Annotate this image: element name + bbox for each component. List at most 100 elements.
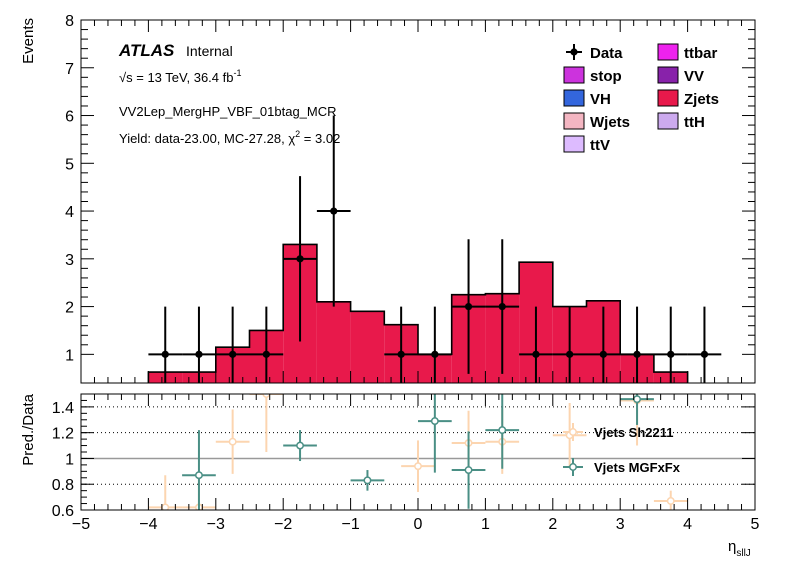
ratio-marker xyxy=(464,466,473,474)
ratio-marker xyxy=(363,476,372,485)
ratio-point xyxy=(182,430,216,510)
legend-swatch xyxy=(563,89,585,107)
zjets-bar xyxy=(350,311,385,383)
data-point xyxy=(519,306,553,383)
data-point xyxy=(687,306,722,383)
data-points xyxy=(148,115,722,383)
data-point xyxy=(215,306,250,383)
data-point xyxy=(182,306,216,383)
legend-label: Data xyxy=(590,45,623,62)
ratio-legend-entry: Vjets Sh2211 xyxy=(563,423,674,441)
data-point xyxy=(148,306,183,383)
data-point xyxy=(653,306,688,383)
ratio-legend-marker xyxy=(569,428,577,436)
data-marker xyxy=(700,350,709,358)
ratio-legend-entry: Vjets MGFxFx xyxy=(563,458,681,476)
ratio-y-tick-label: 1.4 xyxy=(52,400,74,417)
data-marker xyxy=(296,255,304,263)
ratio-point xyxy=(485,394,520,469)
legend-swatch xyxy=(563,66,585,84)
legend-swatch xyxy=(657,43,679,61)
ratio-y-axis-label: Pred./Data xyxy=(20,393,37,465)
data-marker xyxy=(633,350,641,358)
x-tick-label: −2 xyxy=(274,516,292,533)
x-tick-label: 0 xyxy=(414,516,423,533)
legend-label: Zjets xyxy=(684,91,719,108)
legend-label: VH xyxy=(590,91,611,108)
yield-label-tail: = 3.02 xyxy=(300,131,340,146)
legend-swatch xyxy=(657,112,679,130)
yield-label: Yield: data-23.00, MC-27.28, χ2 = 3.02 xyxy=(119,129,340,146)
data-marker xyxy=(498,302,506,311)
ratio-y-tick-label: 1 xyxy=(65,451,74,468)
y-axis-label: Events xyxy=(20,18,37,64)
yield-label-main: Yield: data-23.00, MC-27.28, χ xyxy=(119,131,295,146)
legend-entry: Wjets xyxy=(563,112,630,131)
ratio-marker xyxy=(498,426,507,435)
x-axis-label: ηsllJ xyxy=(728,538,751,559)
x-tick-label: 1 xyxy=(481,516,490,533)
ratio-point xyxy=(653,490,688,510)
yield-label-sup: 2 xyxy=(295,129,300,139)
x-tick-label: 2 xyxy=(548,516,557,533)
data-marker xyxy=(532,350,540,358)
data-point xyxy=(485,239,520,374)
data-point xyxy=(283,176,317,342)
ratio-y-tick-label: 0.6 xyxy=(52,503,74,520)
legend-entry: ttbar xyxy=(657,43,717,62)
x-axis-label-main: η xyxy=(728,538,736,555)
ratio-y-tick-label: 1.2 xyxy=(52,426,74,443)
data-marker xyxy=(599,350,607,358)
ratio-point xyxy=(418,394,452,473)
energy-label-sup: -1 xyxy=(233,68,241,78)
data-marker xyxy=(161,350,169,358)
legend-entry: stop xyxy=(563,66,622,85)
data-marker xyxy=(667,350,675,358)
zjets-histogram xyxy=(147,243,689,383)
legend-entry: ttH xyxy=(657,112,705,131)
legend-entry: Zjets xyxy=(657,89,719,108)
ratio-panel: 0.6 0.8 1 1.2 1.4 −5 −4 −3 −2 −1 0 1 2 3 4 5 Vjets Sh221… xyxy=(52,393,760,533)
zjets-bar xyxy=(316,301,351,383)
x-tick-label: 5 xyxy=(751,516,760,533)
y-tick-label: 5 xyxy=(65,156,74,173)
legend-swatch xyxy=(563,112,585,130)
data-marker xyxy=(464,302,473,311)
data-marker xyxy=(566,350,574,358)
data-point xyxy=(316,115,351,307)
data-marker xyxy=(229,350,237,358)
ratio-marker xyxy=(633,395,641,404)
ratio-point xyxy=(401,440,435,492)
ratio-marker xyxy=(666,497,675,505)
ratio-point xyxy=(215,409,250,474)
data-marker xyxy=(195,350,203,358)
legend-entry: VV xyxy=(657,66,704,85)
data-point xyxy=(451,239,486,374)
data-marker xyxy=(397,350,405,358)
legend-entry: Data xyxy=(566,44,623,62)
ratio-point xyxy=(350,470,385,491)
atlas-status: Internal xyxy=(186,43,233,59)
x-tick-label: −5 xyxy=(72,516,90,533)
data-marker xyxy=(330,207,338,215)
main-panel: 1 2 3 4 5 6 7 8 xyxy=(65,13,756,384)
atlas-label: ATLAS xyxy=(118,41,175,60)
ratio-point xyxy=(451,431,486,509)
legend-swatch xyxy=(563,135,585,153)
legend-label: ttH xyxy=(684,114,705,131)
data-point xyxy=(586,306,621,383)
energy-label-main: √s = 13 TeV, 36.4 fb xyxy=(119,70,233,85)
y-tick-label: 1 xyxy=(65,347,74,364)
ratio-marker xyxy=(430,417,439,426)
x-tick-label: −4 xyxy=(139,516,157,533)
ratio-legend-marker xyxy=(569,463,577,471)
x-tick-label: −3 xyxy=(207,516,225,533)
y-tick-label: 6 xyxy=(65,109,74,126)
legend-swatch xyxy=(657,89,679,107)
legend-label: Wjets xyxy=(590,114,630,131)
ratio-marker xyxy=(262,394,271,398)
x-tick-label: −1 xyxy=(341,516,359,533)
data-point xyxy=(552,306,587,383)
ratio-series-group xyxy=(182,394,654,510)
